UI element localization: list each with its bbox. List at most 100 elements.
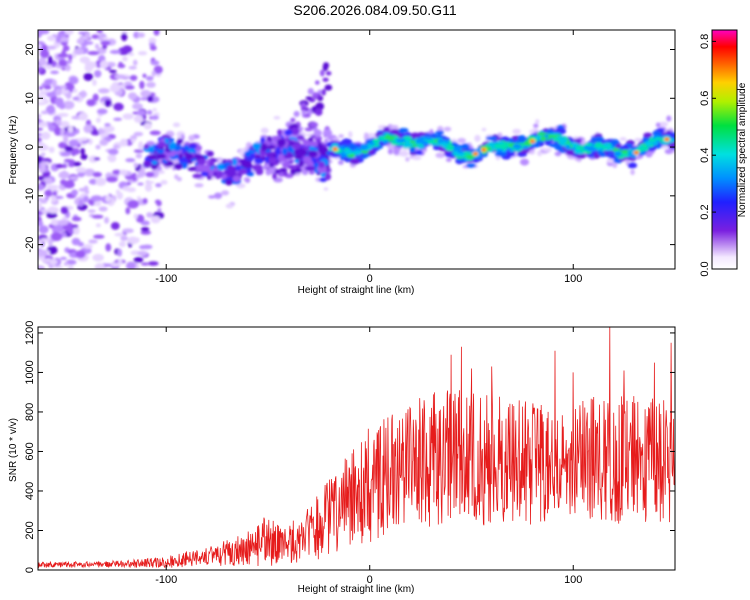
spectrogram-halo-cell <box>481 127 487 132</box>
spectrogram-scatter-cell <box>96 117 101 123</box>
spectrogram-y-tick-label: 10 <box>24 92 36 104</box>
spectrogram-halo-cell <box>157 170 165 174</box>
spectrogram-scatter-cell <box>47 55 53 65</box>
spectrogram-scatter-cell <box>109 49 122 55</box>
spectrogram-hotspot <box>665 137 669 141</box>
spectrogram-plume-cell <box>279 167 288 173</box>
spectrogram-scatter-cell <box>78 199 84 207</box>
spectrogram-scatter-cell <box>133 131 144 137</box>
spectrogram-scatter-cell <box>64 65 72 70</box>
colorbar-tick-label: 0.8 <box>699 34 711 49</box>
spectrogram-scatter-cell <box>92 93 99 102</box>
spectrogram-scatter-cell <box>38 249 48 257</box>
spectrogram-scatter-cell <box>88 239 98 244</box>
spectrogram-scatter-cell <box>133 162 139 168</box>
spectrogram-scatter-cell <box>82 195 89 203</box>
spectrogram-scatter-cell <box>99 139 109 146</box>
spectrogram-ridge-cell <box>296 135 305 141</box>
spectrogram-ridge-cell <box>148 154 158 159</box>
spectrogram-halo-cell <box>213 192 223 199</box>
spectrogram-scatter-cell <box>46 211 58 219</box>
spectrogram-scatter-cell <box>38 155 43 164</box>
spectrogram-x-tick-label: 100 <box>564 273 582 285</box>
spectrogram-ridge-cell <box>465 163 477 168</box>
spectrogram-scatter-cell <box>38 137 43 142</box>
spectrogram-scatter-cell <box>149 45 157 51</box>
spectrogram-halo-cell <box>338 160 344 165</box>
spectrogram-scatter-cell <box>60 206 69 215</box>
spectrogram-ridge-cell <box>593 136 605 143</box>
spectrogram-scatter-cell <box>78 31 87 35</box>
spectrogram-ridge-cell <box>284 129 293 136</box>
spectrogram-scatter-cell <box>108 69 117 74</box>
spectrogram-ridge-core <box>347 154 355 158</box>
spectrogram-halo-cell <box>412 155 422 161</box>
spectrogram-scatter-cell <box>65 130 77 137</box>
spectrogram-halo-cell <box>389 125 399 129</box>
spectrogram-scatter-cell <box>113 117 123 121</box>
spectrogram-scatter-cell <box>93 200 102 207</box>
colorbar: 0.0 0.2 0.4 0.6 0.8 Normalized spectral ampl… <box>699 29 748 277</box>
spectrogram-ridge-core <box>457 149 465 154</box>
spectrogram-ridge-cell <box>188 144 197 149</box>
spectrogram-scatter-cell <box>93 157 100 161</box>
spectrogram-ridge-core <box>580 149 589 154</box>
spectrogram-ridge-cell <box>238 158 247 164</box>
spectrogram-scatter-cell <box>62 100 75 110</box>
colorbar-tick-label: 0.4 <box>699 148 711 163</box>
spectrogram-ridge-core <box>396 138 406 143</box>
spectrogram-halo-cell <box>512 128 521 135</box>
spectrogram-scatter-cell <box>69 76 79 85</box>
spectrogram-scatter-cell <box>91 214 104 219</box>
spectrogram-scatter-cell <box>63 261 69 266</box>
spectrogram-ridge-cell <box>202 164 211 173</box>
spectrogram-scatter-cell <box>47 104 55 111</box>
colorbar-label: Normalized spectral amplitude <box>737 82 748 217</box>
spectrogram-scatter-cell <box>151 70 156 77</box>
spectrogram-scatter-cell <box>41 258 51 262</box>
spectrogram-scatter-cell <box>145 171 155 178</box>
spectrogram-plume-cell <box>319 69 325 77</box>
spectrogram-ridge-cell <box>292 143 302 149</box>
spectrogram-scatter-cell <box>55 119 62 125</box>
spectrogram-halo-cell <box>368 132 374 139</box>
spectrogram-scatter-cell <box>125 158 136 163</box>
spectrogram-scatter-cell <box>41 131 51 140</box>
spectrogram-scatter-cell <box>100 40 111 46</box>
spectrogram-scatter-cell <box>75 167 87 173</box>
spectrogram-scatter-cell <box>40 30 50 35</box>
spectrogram-scatter-cell <box>73 226 80 235</box>
spectrogram-plume-cell <box>321 88 327 96</box>
spectrogram-ridge-cell <box>573 138 583 144</box>
spectrogram-scatter-cell <box>102 44 107 50</box>
spectrogram-halo-cell <box>188 134 195 142</box>
snr-x-tick-label: -100 <box>155 574 177 586</box>
spectrogram-scatter-cell <box>39 49 50 59</box>
spectrogram-scatter-cell <box>128 52 135 57</box>
spectrogram-scatter-cell <box>145 76 154 81</box>
spectrogram-ridge-cell <box>494 152 507 157</box>
spectrogram-ridge-cell <box>143 143 150 150</box>
spectrogram-scatter-cell <box>117 259 123 266</box>
spectrogram-scatter-cell <box>121 45 133 54</box>
spectrogram-plume-cell <box>325 71 332 76</box>
spectrogram-halo-cell <box>537 150 543 157</box>
spectrogram-scatter-cell <box>133 256 144 263</box>
spectrogram-plume-cell <box>290 127 300 136</box>
spectrogram-ridge-core <box>424 136 433 141</box>
spectrogram-scatter-cell <box>87 209 96 213</box>
spectrogram-scatter-cell <box>38 225 49 234</box>
spectrogram-ridge-cell <box>208 170 214 177</box>
spectrogram-image <box>38 30 675 269</box>
spectrogram-scatter-cell <box>132 103 144 110</box>
spectrogram-scatter-cell <box>54 126 62 136</box>
spectrogram-scatter-cell <box>63 134 69 144</box>
spectrogram-halo-cell <box>221 190 230 196</box>
spectrogram-ridge-cell <box>267 145 276 150</box>
spectrogram-ridge-cell <box>319 177 328 183</box>
spectrogram-scatter-cell <box>83 72 94 81</box>
spectrogram-ridge-core <box>620 153 630 158</box>
spectrogram-scatter-cell <box>79 35 85 44</box>
spectrogram-ridge-cell <box>157 149 165 154</box>
spectrogram-ridge-cell <box>188 148 195 154</box>
